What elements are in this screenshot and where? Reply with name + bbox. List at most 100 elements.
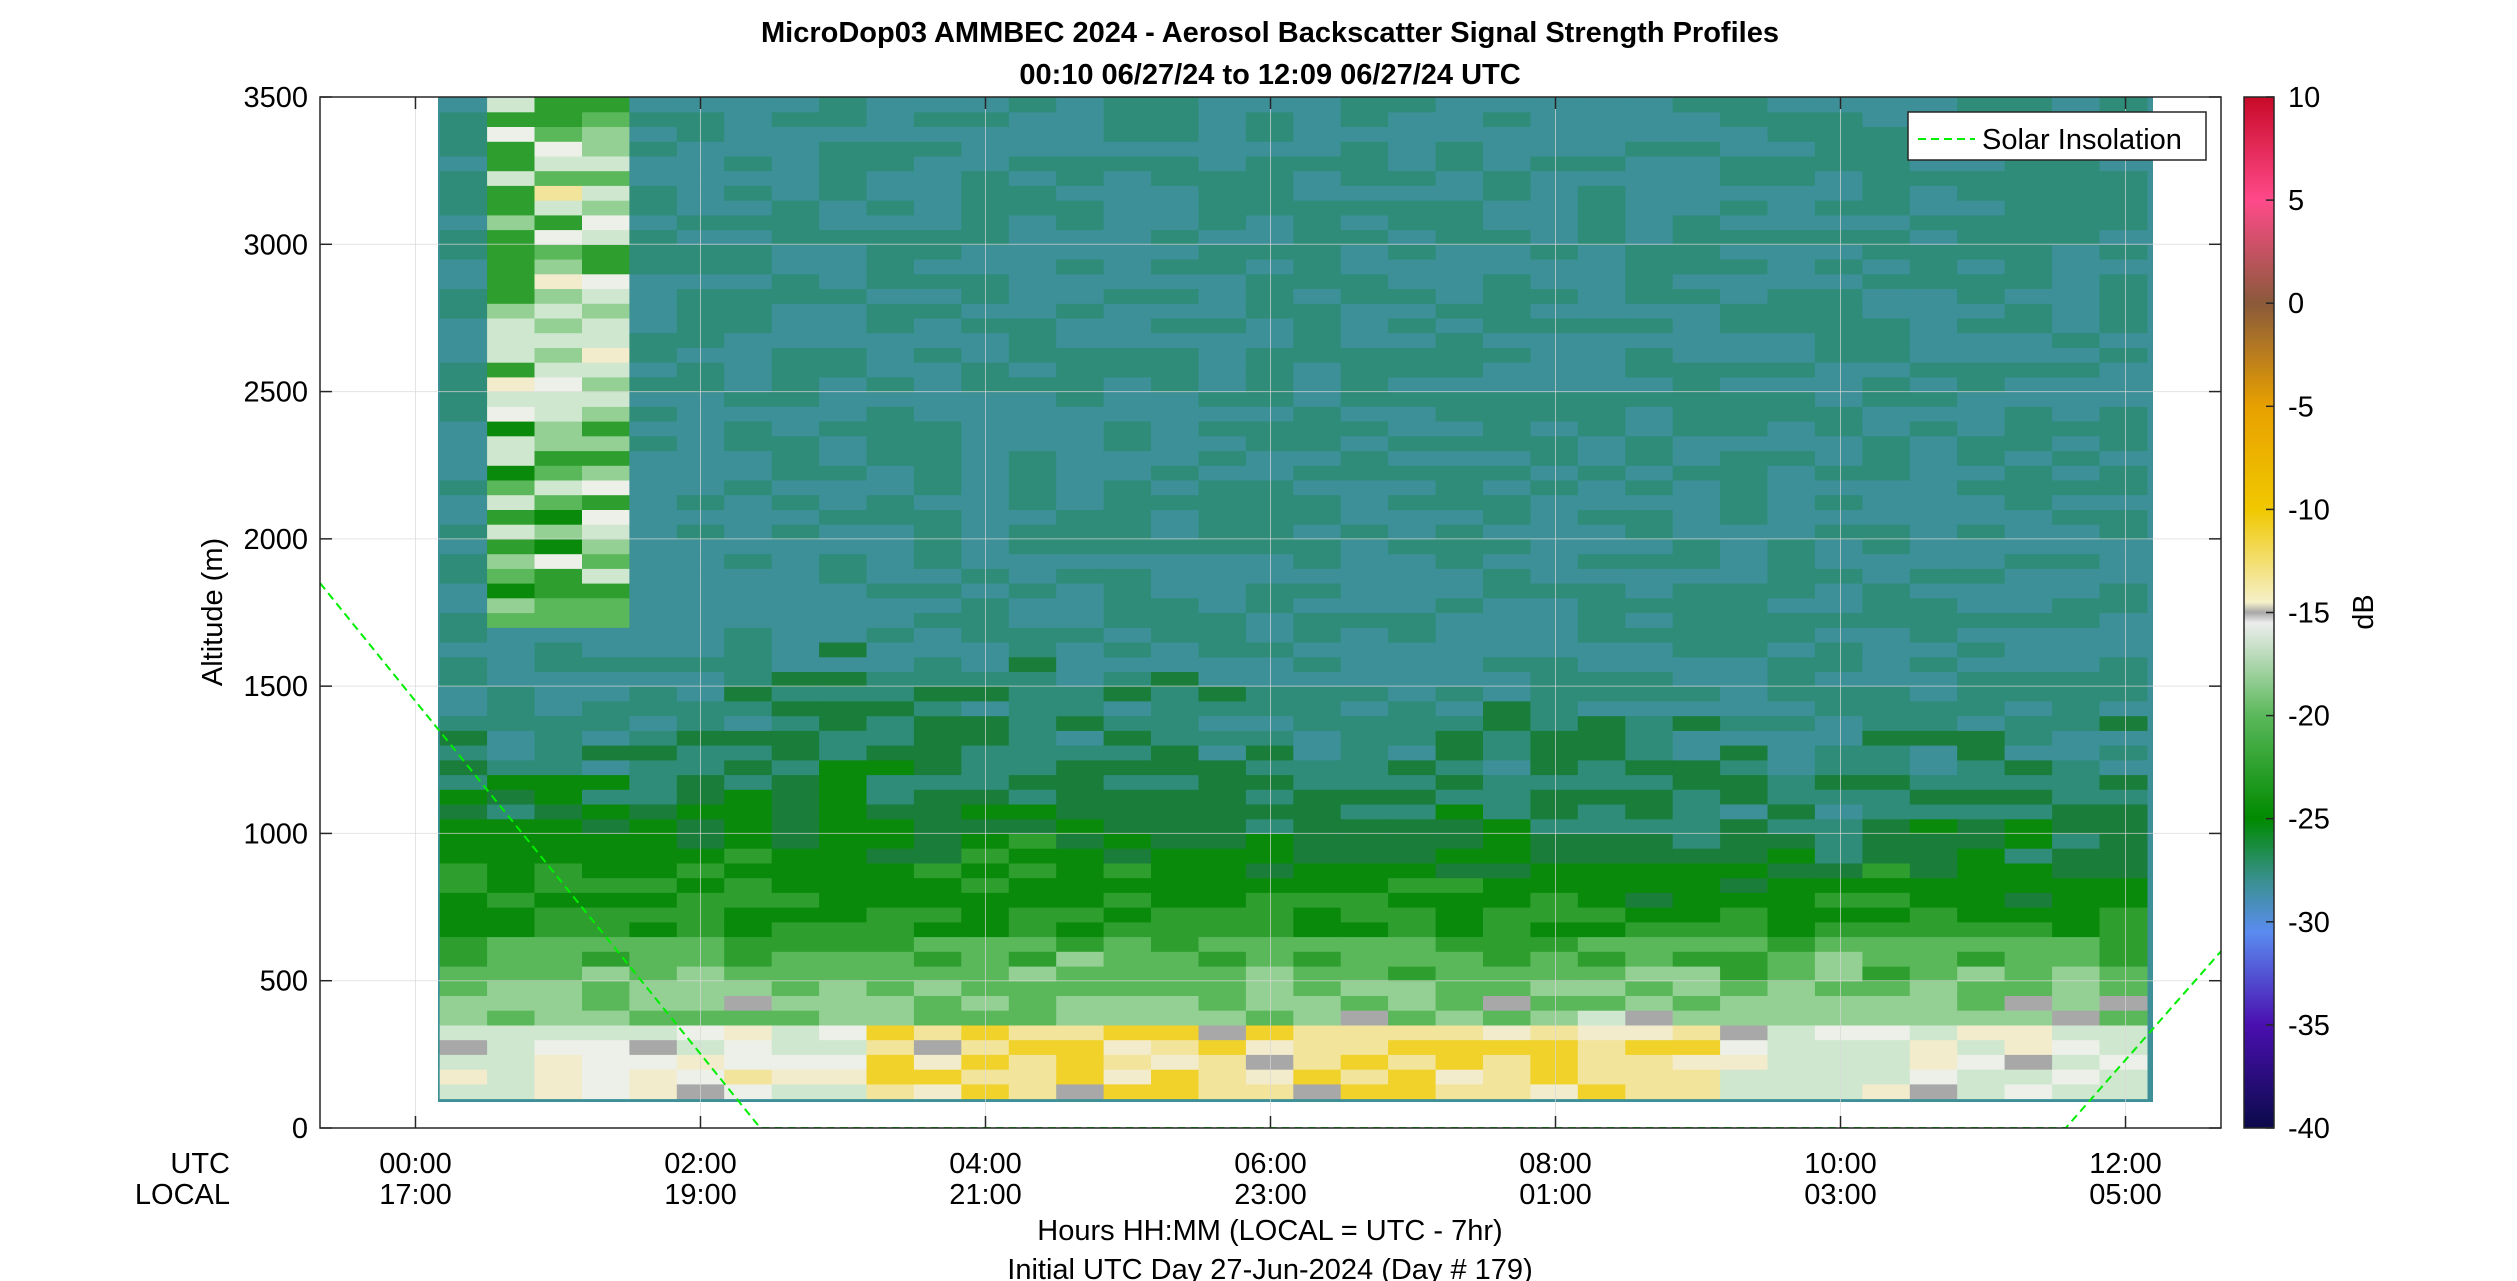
- heatmap-cell: [1862, 1069, 1911, 1085]
- heatmap-cell: [439, 642, 488, 658]
- heatmap-cell: [1293, 862, 1342, 879]
- heatmap-cell: [439, 686, 488, 702]
- heatmap-cell: [771, 391, 820, 407]
- heatmap-cell: [2004, 229, 2053, 245]
- heatmap-cell: [866, 597, 915, 614]
- heatmap-cell: [866, 259, 915, 275]
- heatmap-cell: [2099, 200, 2148, 216]
- heatmap-cell: [534, 494, 583, 510]
- heatmap-cell: [1293, 671, 1342, 687]
- heatmap-cell: [866, 612, 915, 628]
- heatmap-cell: [1672, 288, 1721, 304]
- heatmap-cell: [487, 303, 536, 319]
- heatmap-cell: [1293, 1024, 1342, 1041]
- heatmap-cell: [724, 244, 773, 260]
- heatmap-cell: [1008, 1024, 1057, 1041]
- heatmap-cell: [1672, 642, 1721, 658]
- heatmap-cell: [1245, 317, 1294, 334]
- heatmap-cell: [2099, 759, 2148, 776]
- heatmap-cell: [819, 568, 868, 584]
- heatmap-cell: [819, 921, 868, 938]
- heatmap-cell: [819, 715, 868, 731]
- heatmap-cell: [1245, 656, 1294, 672]
- heatmap-cell: [1435, 421, 1484, 437]
- heatmap-cell: [629, 332, 678, 348]
- heatmap-cell: [1577, 583, 1626, 599]
- heatmap-cell: [1625, 1083, 1674, 1100]
- heatmap-cell: [1862, 745, 1911, 761]
- heatmap-cell: [1293, 185, 1342, 201]
- heatmap-cell: [1103, 494, 1152, 510]
- heatmap-cell: [1720, 435, 1769, 452]
- heatmap-cell: [1577, 553, 1626, 569]
- heatmap-cell: [1103, 642, 1152, 658]
- heatmap-cell: [582, 1024, 630, 1041]
- heatmap-cell: [1435, 141, 1484, 157]
- heatmap-cell: [724, 450, 773, 466]
- heatmap-cell: [913, 583, 962, 599]
- heatmap-cell: [1340, 848, 1389, 864]
- heatmap-cell: [2099, 259, 2148, 275]
- heatmap-cell: [819, 818, 868, 834]
- heatmap-cell: [1056, 376, 1105, 393]
- heatmap-cell: [1388, 524, 1437, 540]
- heatmap-cell: [1720, 362, 1769, 378]
- heatmap-cell: [1862, 465, 1911, 481]
- heatmap-cell: [819, 141, 868, 157]
- heatmap-cell: [1862, 1024, 1911, 1041]
- heatmap-cell: [1435, 259, 1484, 275]
- heatmap-cell: [1530, 1010, 1579, 1026]
- heatmap-cell: [1672, 995, 1721, 1011]
- heatmap-cell: [1293, 141, 1342, 157]
- heatmap-cell: [1103, 273, 1152, 289]
- heatmap-cell: [1577, 155, 1626, 172]
- heatmap-cell: [1483, 745, 1531, 761]
- heatmap-cell: [1008, 479, 1057, 496]
- heatmap-cell: [1720, 376, 1769, 393]
- heatmap-cell: [1151, 774, 1199, 790]
- heatmap-cell: [1909, 509, 1958, 525]
- heatmap-cell: [2004, 200, 2053, 216]
- heatmap-cell: [439, 892, 488, 908]
- heatmap-cell: [1151, 141, 1199, 157]
- heatmap-cell: [771, 583, 820, 599]
- heatmap-cell: [1198, 376, 1247, 393]
- heatmap-cell: [487, 126, 536, 142]
- heatmap-cell: [2052, 700, 2101, 717]
- heatmap-cell: [2004, 538, 2053, 555]
- heatmap-cell: [2099, 966, 2148, 982]
- heatmap-cell: [866, 568, 915, 584]
- heatmap-cell: [1198, 700, 1247, 717]
- heatmap-cell: [866, 1039, 915, 1055]
- heatmap-cell: [866, 509, 915, 525]
- heatmap-cell: [1435, 848, 1484, 864]
- heatmap-cell: [1293, 479, 1342, 496]
- heatmap-cell: [1245, 700, 1294, 717]
- heatmap-cell: [1672, 936, 1721, 952]
- x-axis: 00:0017:0002:0019:0004:0021:0006:0023:00…: [379, 97, 2162, 1211]
- heatmap-cell: [534, 244, 583, 260]
- heatmap-cell: [1151, 244, 1199, 260]
- heatmap-cell: [439, 1083, 488, 1100]
- heatmap-cell: [439, 421, 488, 437]
- heatmap-cell: [1672, 214, 1721, 231]
- heatmap-cell: [1672, 804, 1721, 820]
- heatmap-cell: [1008, 524, 1057, 540]
- heatmap-cell: [1862, 1054, 1911, 1070]
- heatmap-cell: [1767, 288, 1816, 304]
- heatmap-cell: [1720, 612, 1769, 628]
- heatmap-cell: [1103, 995, 1152, 1011]
- heatmap-cell: [1577, 170, 1626, 186]
- heatmap-cell: [487, 1069, 536, 1085]
- heatmap-cell: [1909, 818, 1958, 834]
- heatmap-cell: [1909, 1039, 1958, 1055]
- heatmap-cell: [819, 1010, 868, 1026]
- heatmap-cell: [1151, 833, 1199, 849]
- heatmap-cell: [1720, 406, 1769, 422]
- heatmap-cell: [1814, 1054, 1863, 1070]
- heatmap-cell: [1056, 273, 1105, 289]
- heatmap-cell: [534, 627, 583, 643]
- heatmap-cell: [1388, 347, 1437, 363]
- heatmap-cell: [1625, 877, 1674, 893]
- heatmap-cell: [1909, 1069, 1958, 1085]
